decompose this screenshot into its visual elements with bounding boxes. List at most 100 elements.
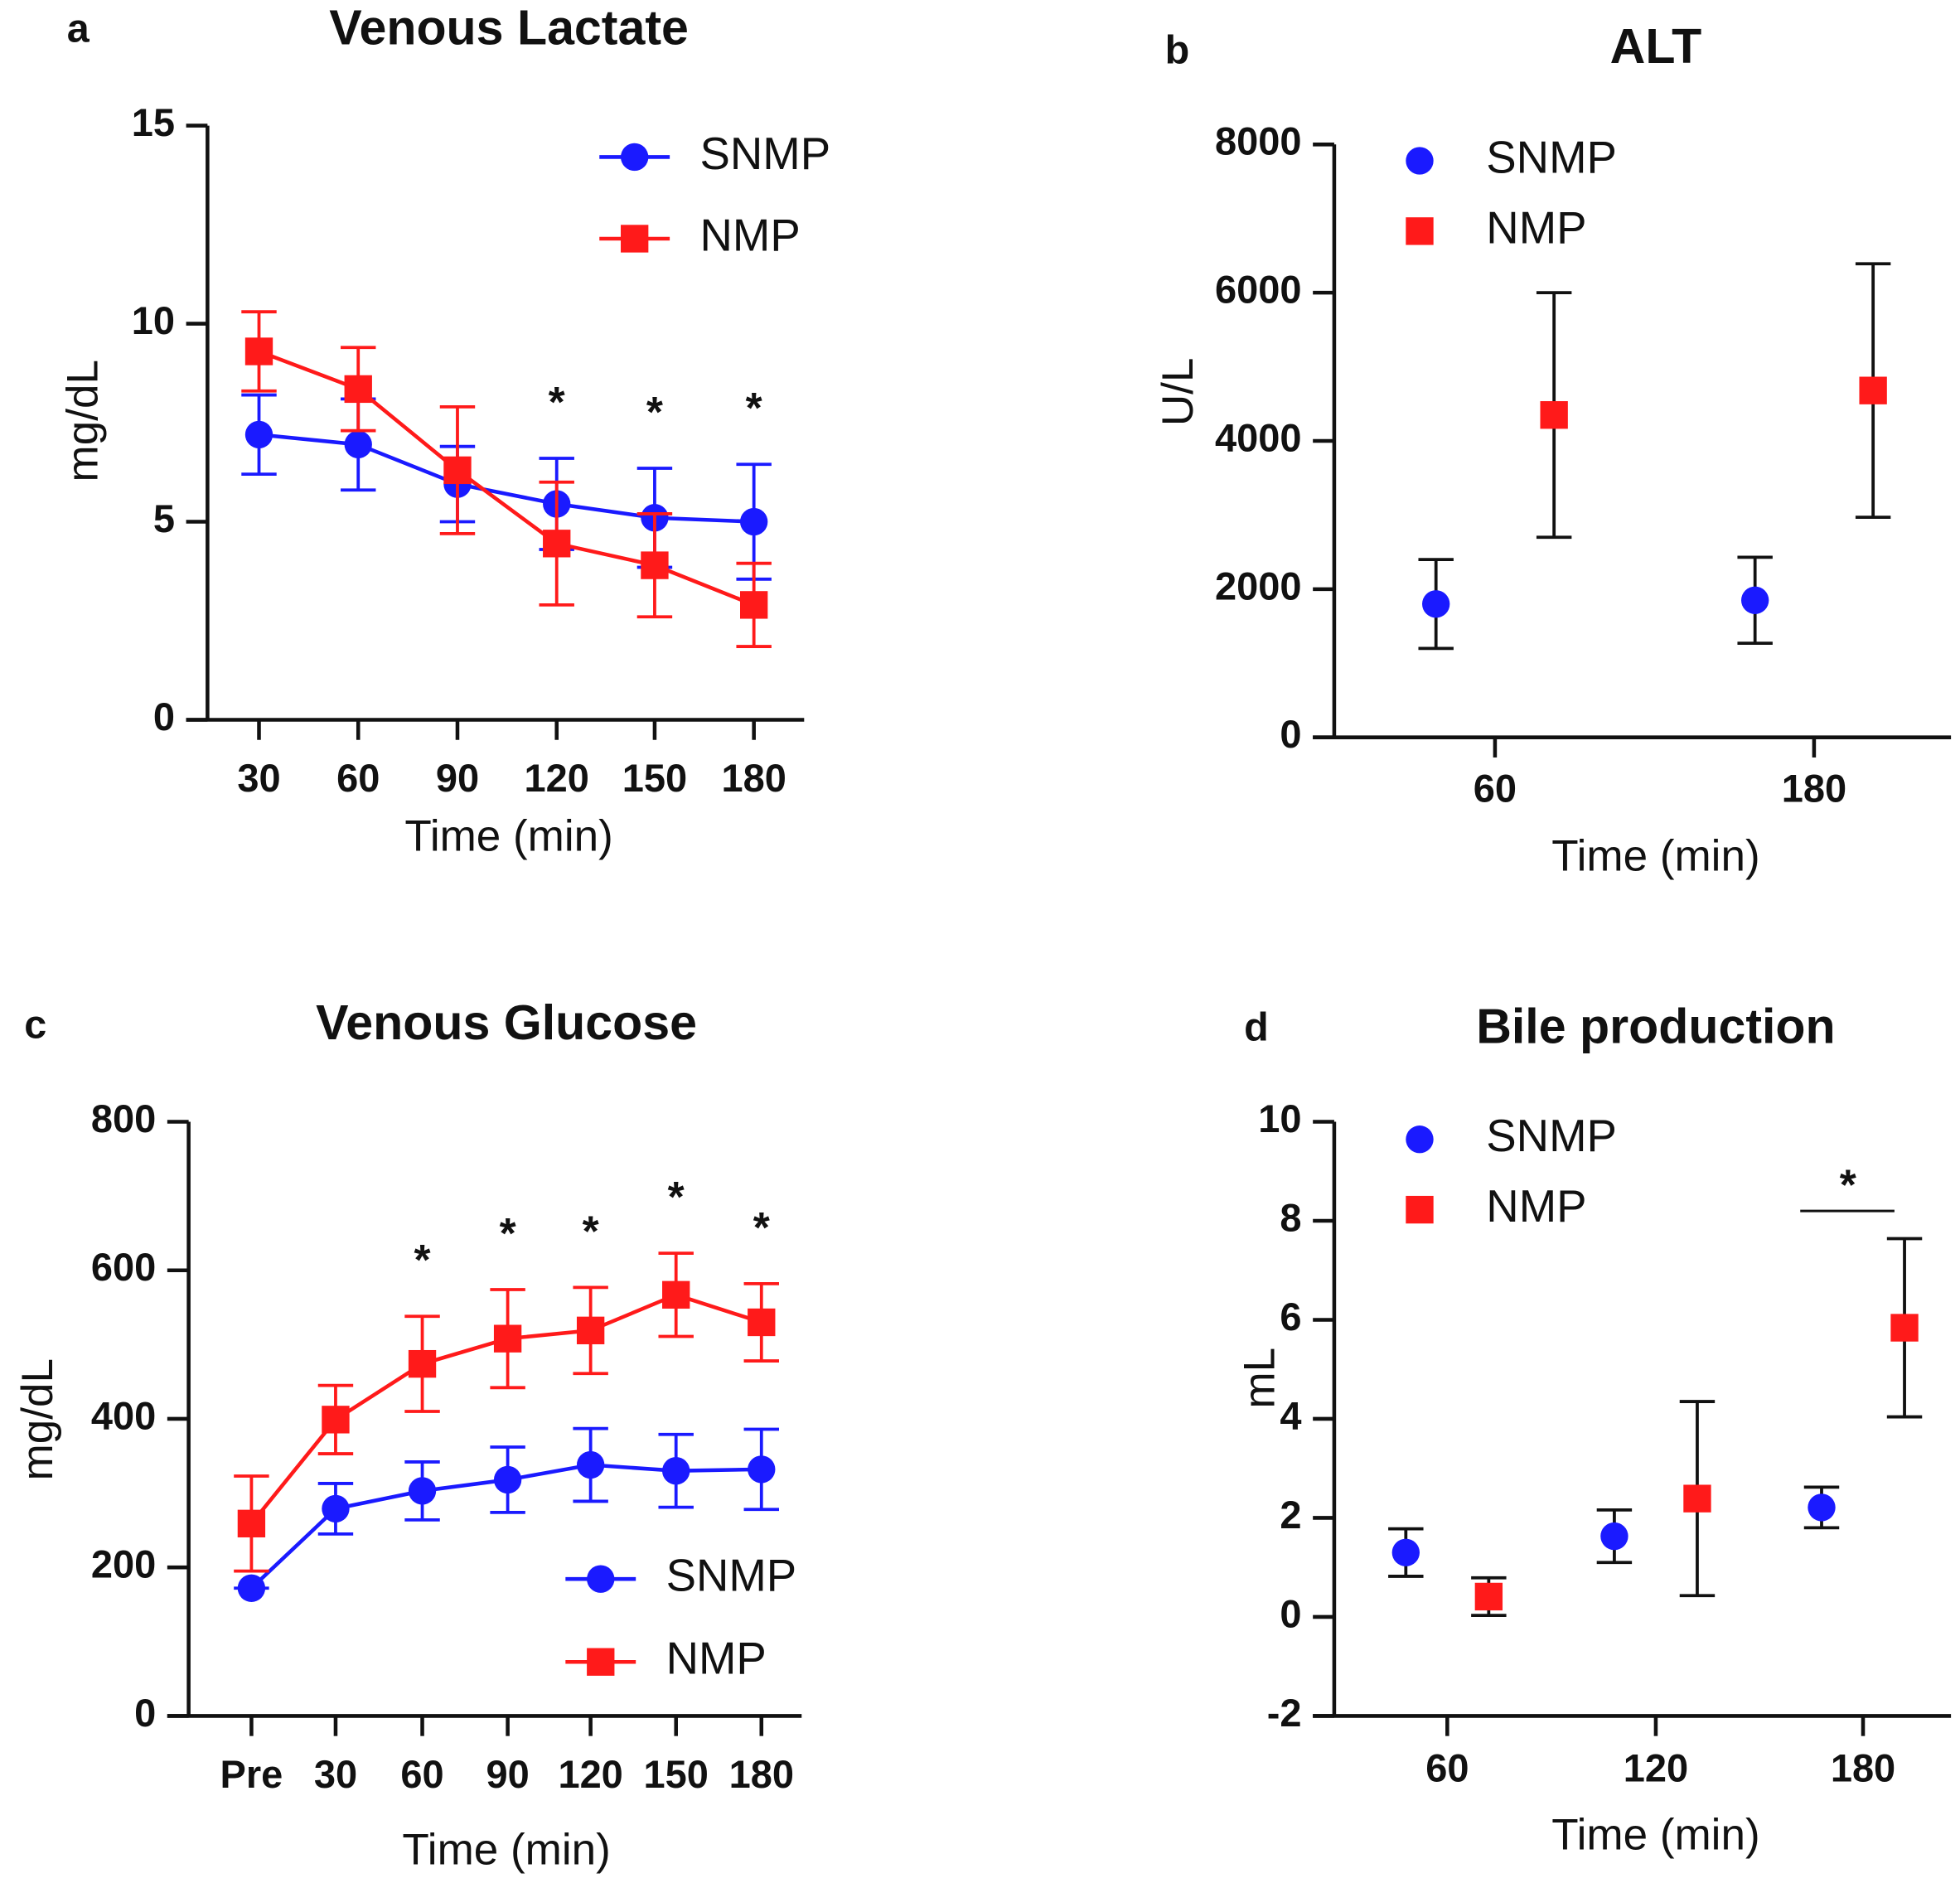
significance-marker: * [1840,1160,1856,1208]
y-tick-label: 6000 [1215,268,1302,312]
panel-label: c [24,1003,46,1048]
x-tick-label: 120 [1624,1746,1688,1790]
data-point [748,1455,776,1484]
significance-marker: * [746,384,762,432]
y-tick-label: 200 [91,1542,156,1586]
data-point [493,1465,522,1494]
legend-marker [1406,1195,1434,1224]
data-point [740,507,768,536]
y-tick-label: 15 [132,100,175,144]
y-tick-label: 6 [1280,1295,1301,1338]
x-tick-label: 90 [436,756,479,800]
x-tick-label: 180 [1831,1746,1895,1790]
data-point [1422,590,1450,618]
significance-marker: * [414,1236,431,1284]
data-point [1391,1538,1420,1566]
legend-label: NMP [1486,1181,1586,1232]
data-point [543,530,571,558]
chart-title: Bile production [1476,998,1835,1053]
y-tick-label: 10 [132,298,175,342]
y-tick-label: 10 [1258,1096,1301,1140]
x-tick-label: 180 [1782,766,1846,810]
x-tick-label: 90 [486,1752,529,1796]
data-point [344,375,372,404]
data-point [237,1574,266,1602]
data-point [1890,1314,1919,1342]
legend-label: NMP [700,210,801,260]
x-axis-label: Time (min) [402,1826,610,1875]
x-tick-label: Pre [220,1752,283,1796]
series-line [258,349,755,607]
data-point [244,420,273,449]
y-tick-label: 600 [91,1245,156,1289]
legend-label: NMP [666,1634,767,1684]
x-tick-label: 150 [622,756,687,800]
x-tick-label: 60 [400,1752,443,1796]
y-tick-label: 4000 [1215,415,1302,459]
panel-label: a [67,7,90,51]
data-point [740,591,768,619]
legend-marker [621,225,649,253]
data-point [408,1349,437,1378]
y-axis-label: mg/dL [58,360,107,482]
significance-marker: * [500,1209,516,1257]
data-point [662,1457,690,1485]
data-point [1540,401,1568,429]
legend-label: SNMP [700,128,831,179]
significance-marker: * [583,1207,599,1255]
panel-label: d [1244,1005,1269,1050]
data-point [408,1477,437,1505]
data-point [1859,376,1887,404]
legend-marker [1406,1125,1434,1154]
y-tick-label: 2 [1280,1493,1301,1537]
panel-label: b [1165,27,1190,72]
legend-label: SNMP [666,1551,797,1601]
legend-marker [587,1565,615,1593]
chart-title: Venous Lactate [329,0,689,56]
legend-label: SNMP [1486,1111,1617,1161]
data-point [576,1450,605,1479]
x-tick-label: 120 [525,756,589,800]
data-point [493,1324,522,1353]
y-tick-label: 0 [153,695,175,738]
y-tick-label: -2 [1267,1691,1302,1735]
significance-marker: * [753,1203,770,1251]
data-point [322,1406,350,1434]
significance-marker: * [549,378,565,426]
legend-marker [587,1648,615,1676]
data-point [1741,586,1769,614]
x-tick-label: 60 [1425,1746,1469,1790]
data-point [244,337,273,365]
data-point [641,551,669,579]
data-point [1683,1484,1711,1513]
chart-title: ALT [1610,18,1702,74]
data-point [576,1316,605,1344]
x-tick-label: 150 [644,1752,709,1796]
y-tick-label: 800 [91,1096,156,1140]
legend-marker [1406,217,1434,245]
y-axis-label: mg/dL [13,1358,62,1480]
x-tick-label: 60 [1474,766,1517,810]
data-point [1474,1582,1503,1611]
y-tick-label: 2000 [1215,564,1302,607]
data-point [662,1280,690,1309]
x-tick-label: 180 [721,756,786,800]
x-tick-label: 60 [336,756,380,800]
data-point [237,1509,266,1537]
y-tick-label: 8 [1280,1195,1301,1239]
legend-marker [621,143,649,172]
x-tick-label: 120 [558,1752,622,1796]
data-point [748,1308,776,1337]
legend-marker [1406,147,1434,175]
y-tick-label: 0 [1280,712,1301,756]
chart-title: Venous Glucose [316,995,697,1050]
x-tick-label: 180 [729,1752,794,1796]
x-tick-label: 30 [314,1752,357,1796]
legend-label: SNMP [1486,132,1617,182]
y-tick-label: 4 [1280,1393,1301,1437]
x-tick-label: 30 [237,756,280,800]
x-axis-label: Time (min) [1551,832,1759,881]
data-point [1808,1493,1836,1522]
